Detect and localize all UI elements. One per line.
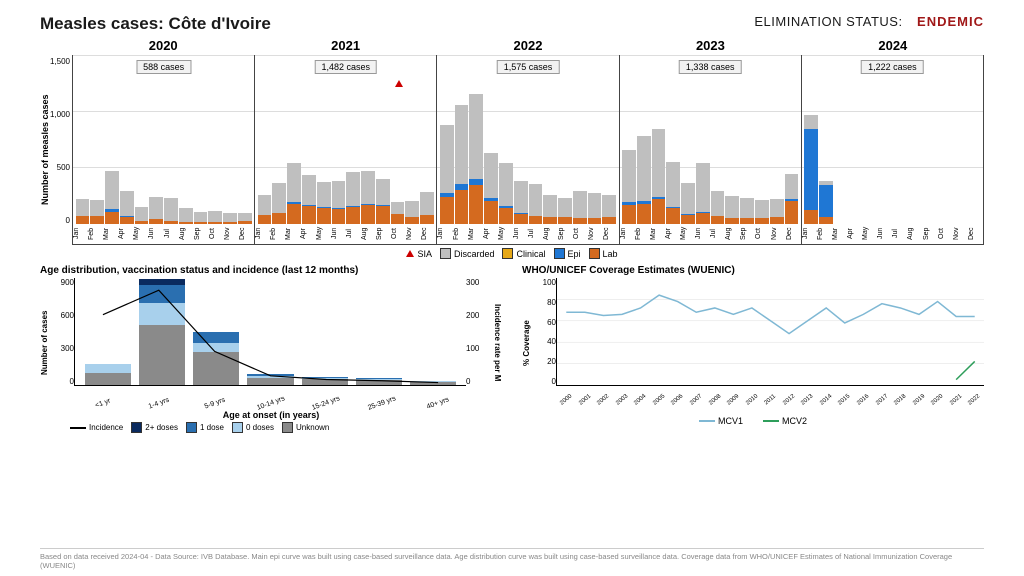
month-bar xyxy=(90,200,104,224)
month-bar xyxy=(455,105,469,224)
year-panel: 1,338 casesJanFebMarAprMayJunJulAugSepOc… xyxy=(619,55,801,245)
month-bar xyxy=(558,198,572,224)
month-bar xyxy=(711,191,725,224)
month-bar xyxy=(76,199,90,224)
month-bar xyxy=(317,182,331,224)
legend-item: Clinical xyxy=(502,248,545,259)
month-bar xyxy=(484,153,498,224)
month-bar xyxy=(637,136,651,224)
month-bar xyxy=(405,201,419,224)
coverage-title: WHO/UNICEF Coverage Estimates (WUENIC) xyxy=(522,265,984,276)
year-header: 2020 xyxy=(72,38,254,55)
month-bar xyxy=(529,184,543,224)
age-bar xyxy=(139,279,185,385)
status-value: ENDEMIC xyxy=(917,14,984,29)
legend-item: Unknown xyxy=(282,422,329,433)
month-bar xyxy=(135,207,149,224)
year-panel: 1,482 casesJanFebMarAprMayJunJulAugSepOc… xyxy=(254,55,436,245)
legend-item: SIA xyxy=(406,249,432,259)
status: ELIMINATION STATUS: ENDEMIC xyxy=(754,14,984,29)
month-bar xyxy=(499,163,513,224)
year-panel: 588 casesJanFebMarAprMayJunJulAugSepOctN… xyxy=(72,55,254,245)
legend-item: MCV2 xyxy=(763,416,807,426)
age-bar xyxy=(356,378,402,385)
month-bar xyxy=(696,163,710,224)
month-bar xyxy=(194,212,208,224)
month-bar xyxy=(149,197,163,224)
month-bar xyxy=(588,193,602,224)
month-bar xyxy=(164,198,178,224)
month-bar xyxy=(755,200,769,224)
age-bar xyxy=(193,332,239,385)
month-bar xyxy=(819,181,833,224)
legend-item: 1 dose xyxy=(186,422,224,433)
month-bar xyxy=(238,213,252,224)
year-panel: 1,222 casesJanFebMarAprMayJunJulAugSepOc… xyxy=(801,55,984,245)
month-bar xyxy=(652,129,666,224)
year-header: 2024 xyxy=(802,38,984,55)
month-bar xyxy=(105,171,119,224)
month-bar xyxy=(258,195,272,224)
legend-item: Lab xyxy=(589,248,618,259)
month-bar xyxy=(332,181,346,224)
month-bar xyxy=(120,191,134,224)
month-bar xyxy=(179,208,193,224)
month-bar xyxy=(681,183,695,224)
month-bar xyxy=(543,195,557,224)
month-bar xyxy=(725,196,739,224)
age-xlabel: Age at onset (in years) xyxy=(40,410,502,420)
month-bar xyxy=(272,183,286,224)
age-bar xyxy=(85,364,131,385)
legend-item: 0 doses xyxy=(232,422,274,433)
month-bar xyxy=(785,174,799,224)
month-bar xyxy=(770,199,784,224)
month-bar xyxy=(666,162,680,224)
month-bar xyxy=(287,163,301,224)
month-bar xyxy=(622,150,636,224)
legend-item: Incidence xyxy=(70,422,123,433)
month-bar xyxy=(804,115,818,224)
footer-text: Based on data received 2024-04 - Data So… xyxy=(40,548,984,570)
month-bar xyxy=(391,202,405,224)
month-bar xyxy=(223,213,237,224)
month-bar xyxy=(602,195,616,224)
year-panel: 1,575 casesJanFebMarAprMayJunJulAugSepOc… xyxy=(436,55,618,245)
month-bar xyxy=(376,179,390,224)
age-bar xyxy=(302,377,348,385)
month-bar xyxy=(420,192,434,224)
age-ylabel-left: Number of cases xyxy=(40,278,52,408)
month-bar xyxy=(346,172,360,224)
legend-item: MCV1 xyxy=(699,416,743,426)
age-title: Age distribution, vaccination status and… xyxy=(40,265,502,276)
month-bar xyxy=(514,181,528,224)
month-bar xyxy=(740,198,754,224)
year-header: 2022 xyxy=(437,38,619,55)
month-bar xyxy=(208,211,222,224)
age-bar xyxy=(247,374,293,385)
age-ylabel-right: Incidence rate per M xyxy=(490,278,502,408)
legend-item: 2+ doses xyxy=(131,422,178,433)
epi-ylabel: Number of measles cases xyxy=(40,55,54,245)
month-bar xyxy=(361,171,375,224)
age-bar xyxy=(410,381,456,385)
sia-marker-icon xyxy=(395,80,403,87)
year-header: 2023 xyxy=(619,38,801,55)
month-bar xyxy=(440,125,454,224)
month-bar xyxy=(573,191,587,224)
legend-item: Epi xyxy=(554,248,581,259)
month-bar xyxy=(469,94,483,224)
legend-item: Discarded xyxy=(440,248,495,259)
status-label: ELIMINATION STATUS: xyxy=(754,14,902,29)
coverage-ylabel: % Coverage xyxy=(522,278,534,408)
page-title: Measles cases: Côte d'Ivoire xyxy=(40,14,271,34)
year-header: 2021 xyxy=(254,38,436,55)
month-bar xyxy=(302,175,316,224)
